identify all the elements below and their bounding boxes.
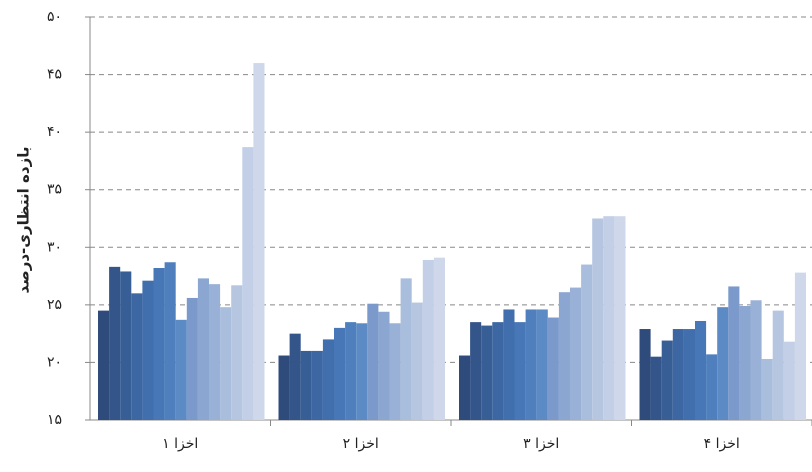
y-tick-label: ۱۵	[47, 412, 62, 428]
bar	[389, 323, 401, 420]
bar	[131, 293, 143, 420]
bar	[592, 218, 604, 420]
y-axis-label: بازده انتظاری-درصد	[15, 147, 33, 294]
x-tick-label: اخزا ۳	[523, 436, 559, 452]
bar	[503, 309, 515, 420]
bar	[109, 266, 121, 420]
bar	[98, 310, 110, 420]
bar	[514, 322, 526, 420]
bar	[120, 271, 132, 420]
bar	[142, 280, 154, 420]
bar	[706, 354, 718, 420]
bar	[367, 303, 379, 420]
bar	[334, 327, 346, 420]
bar	[525, 309, 537, 420]
bar	[614, 216, 626, 420]
bar	[300, 350, 312, 420]
bar	[311, 350, 323, 420]
bar	[581, 264, 593, 420]
bar	[411, 302, 423, 420]
bar	[492, 322, 504, 420]
bar	[650, 356, 662, 420]
x-tick-label: اخزا ۲	[343, 436, 379, 452]
bar	[231, 285, 243, 420]
bar	[459, 355, 471, 420]
bar	[772, 310, 784, 420]
bar	[289, 333, 301, 420]
bar	[153, 268, 165, 420]
y-tick-label: ۲۰	[47, 354, 62, 370]
bar	[783, 341, 795, 420]
bar	[672, 329, 684, 420]
bar	[570, 287, 582, 420]
bar	[536, 309, 548, 420]
bar	[639, 329, 651, 420]
bar	[695, 320, 707, 420]
bar	[739, 306, 751, 420]
bar	[253, 63, 265, 421]
bar	[728, 286, 740, 420]
bar	[378, 311, 390, 420]
bar	[547, 317, 559, 420]
bar	[433, 257, 445, 420]
y-tick-label: ۵۰	[47, 9, 62, 25]
bar	[242, 147, 254, 420]
bar	[356, 323, 368, 420]
bar	[175, 319, 187, 420]
bar	[278, 355, 290, 420]
bar	[603, 216, 615, 420]
y-tick-label: ۳۰	[47, 239, 62, 255]
y-tick-label: ۳۵	[47, 182, 62, 198]
bar	[400, 278, 412, 420]
bar	[750, 300, 762, 420]
bar	[683, 329, 695, 420]
bar	[345, 322, 357, 420]
bar	[220, 307, 232, 420]
bar	[761, 358, 773, 420]
bar	[558, 292, 570, 420]
bar	[209, 284, 221, 420]
bar	[322, 339, 334, 420]
bar	[197, 278, 209, 420]
bar	[422, 259, 434, 420]
bar	[481, 325, 493, 420]
bar	[470, 322, 482, 420]
y-tick-label: ۲۵	[47, 297, 62, 313]
bar	[794, 272, 806, 420]
y-tick-label: ۴۰	[47, 124, 62, 140]
x-tick-label: اخزا ۴	[704, 436, 740, 452]
bar	[186, 297, 198, 420]
y-tick-label: ۴۵	[47, 67, 62, 83]
bar	[717, 307, 729, 420]
bar	[661, 340, 673, 420]
x-tick-label: اخزا ۱	[162, 436, 198, 452]
bar	[164, 262, 176, 420]
